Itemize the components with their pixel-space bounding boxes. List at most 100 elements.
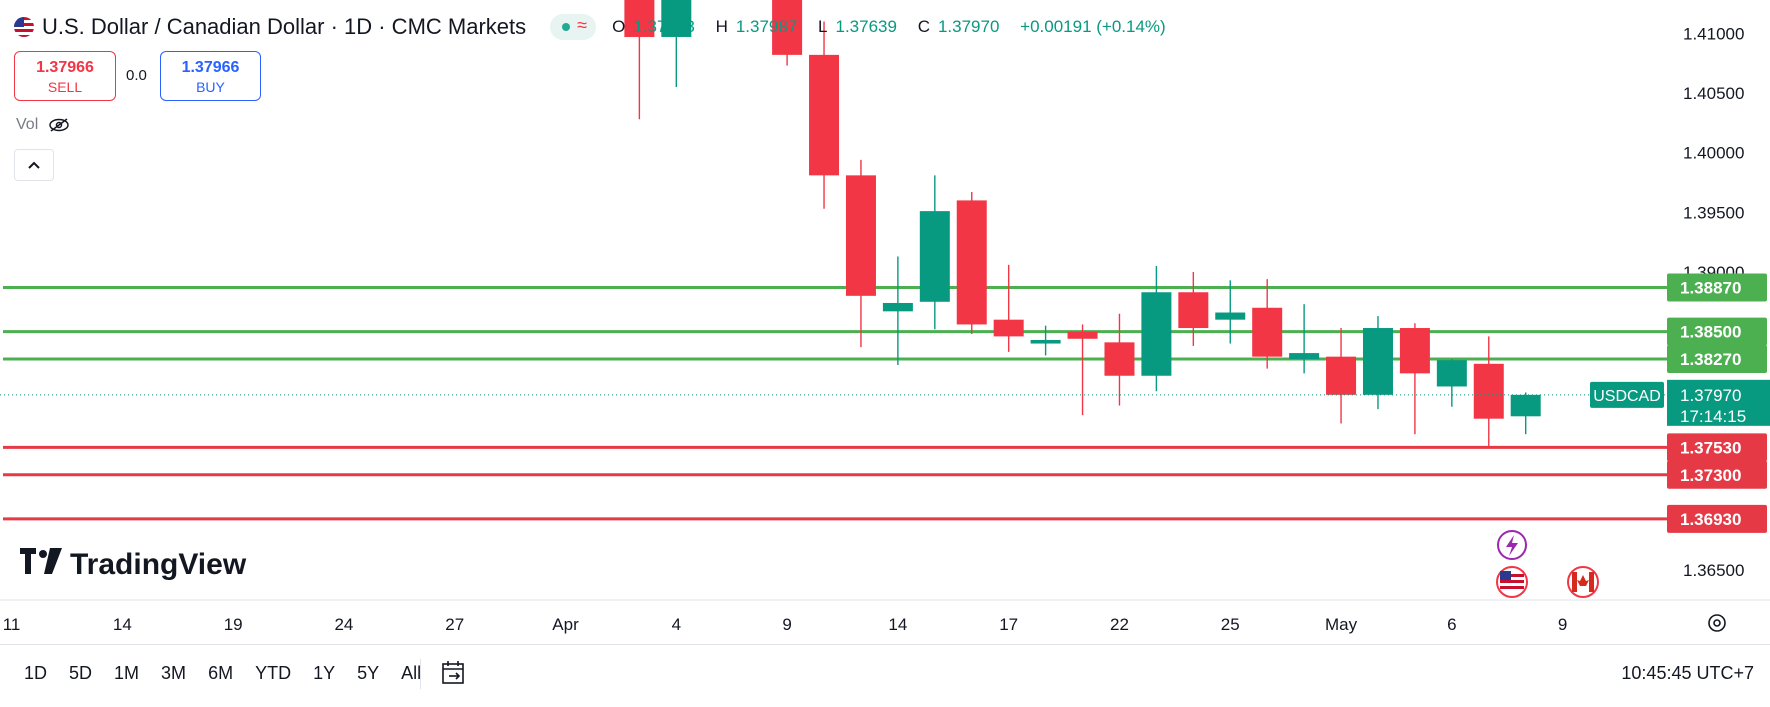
- support-label-bg: [1667, 460, 1767, 489]
- y-tick-label: 1.36500: [1683, 561, 1744, 580]
- data-wave-icon: ≈: [577, 15, 588, 35]
- bottom-toolbar: 1D 5D 1M 3M 6M YTD 1Y 5Y All 10:45:45 UT…: [0, 644, 1770, 707]
- settings-icon[interactable]: [1706, 612, 1728, 634]
- support-label-bg: [1667, 433, 1767, 462]
- resistance-price-label[interactable]: 1.38870: [1680, 278, 1741, 297]
- us-flag-event-icon[interactable]: [1496, 566, 1528, 598]
- resistance-label-bg: [1667, 273, 1767, 302]
- market-open-dot-icon: [562, 23, 571, 31]
- candle[interactable]: [882, 256, 913, 366]
- support-price-label[interactable]: 1.36930: [1680, 510, 1741, 529]
- calendar-goto-icon[interactable]: [440, 659, 468, 687]
- x-tick-label: 14: [888, 615, 907, 634]
- candle[interactable]: [1104, 313, 1135, 406]
- candle[interactable]: [1252, 279, 1283, 369]
- y-tick-label: 1.41000: [1683, 24, 1744, 43]
- event-markers[interactable]: [1496, 530, 1599, 598]
- collapse-button[interactable]: [14, 149, 54, 181]
- candle-body: [1510, 394, 1541, 417]
- candle-body: [1436, 360, 1467, 387]
- range-ytd[interactable]: YTD: [255, 663, 292, 683]
- candle[interactable]: [1178, 271, 1209, 346]
- buy-button[interactable]: 1.37966 BUY: [160, 51, 261, 101]
- candle-body: [1178, 292, 1209, 329]
- price-chart[interactable]: USDCAD 1.37970 17:14:15 1.41000 1.40500 1.40…: [0, 0, 1770, 644]
- volume-label: Vol: [16, 116, 39, 133]
- range-1y[interactable]: 1Y: [313, 663, 336, 683]
- support-price-label[interactable]: 1.37300: [1680, 466, 1741, 485]
- sell-label: SELL: [47, 79, 83, 95]
- x-tick-label: 14: [113, 615, 132, 634]
- symbol-title[interactable]: U.S. Dollar / Canadian Dollar · 1D · CMC…: [42, 14, 527, 39]
- candle[interactable]: [1399, 323, 1430, 435]
- candle-body: [1326, 356, 1357, 395]
- open-label: O: [612, 17, 626, 36]
- candle-body: [1473, 363, 1504, 419]
- x-tick-label: 24: [334, 615, 353, 634]
- candle[interactable]: [1067, 324, 1098, 416]
- candle[interactable]: [772, 0, 803, 66]
- candle[interactable]: [1510, 392, 1541, 435]
- candle[interactable]: [1473, 336, 1504, 448]
- ca-flag-event-icon[interactable]: [1567, 566, 1599, 598]
- y-tick-label: 1.39500: [1683, 203, 1744, 222]
- range-selector: 1D 5D 1M 3M 6M YTD 1Y 5Y All: [24, 663, 443, 684]
- candle[interactable]: [809, 21, 840, 209]
- candle[interactable]: [845, 159, 876, 348]
- resistance-price-label[interactable]: 1.38270: [1680, 350, 1741, 369]
- candle[interactable]: [1289, 304, 1320, 374]
- range-5d[interactable]: 5D: [69, 663, 93, 683]
- candle[interactable]: [993, 264, 1024, 352]
- candle-body: [624, 0, 655, 37]
- candle[interactable]: [1215, 280, 1246, 344]
- support-price-label[interactable]: 1.37530: [1680, 438, 1741, 457]
- candle[interactable]: [624, 0, 655, 120]
- candle[interactable]: [1141, 266, 1172, 392]
- candle[interactable]: [1030, 325, 1061, 356]
- x-tick-label: 17: [999, 615, 1018, 634]
- candle-body: [772, 0, 803, 55]
- sell-button[interactable]: 1.37966 SELL: [14, 51, 116, 101]
- tradingview-mark-icon: [20, 548, 62, 582]
- resistance-label-bg: [1667, 345, 1767, 374]
- candle[interactable]: [919, 175, 950, 330]
- support-label-bg: [1667, 504, 1767, 533]
- range-5y[interactable]: 5Y: [357, 663, 380, 683]
- x-tick-label: 11: [3, 615, 21, 634]
- range-1d[interactable]: 1D: [24, 663, 48, 683]
- close-value: 1.37970: [937, 17, 1000, 36]
- candle[interactable]: [1362, 316, 1393, 410]
- symbol-tag[interactable]: USDCAD: [1593, 388, 1661, 405]
- x-tick-label: 19: [224, 615, 243, 634]
- candle[interactable]: [661, 0, 692, 88]
- range-all[interactable]: All: [401, 663, 422, 683]
- candle-body: [1362, 328, 1393, 395]
- x-tick-label: 4: [672, 615, 681, 634]
- eye-off-icon[interactable]: [48, 118, 70, 132]
- lightning-event-icon[interactable]: [1497, 530, 1527, 560]
- y-tick-label: 1.40500: [1683, 84, 1744, 103]
- toolbar-divider: [420, 659, 421, 689]
- high-label: H: [715, 17, 728, 36]
- candle-body: [1289, 353, 1320, 360]
- candle-body: [809, 54, 840, 176]
- brand-name: TradingView: [70, 548, 247, 581]
- candle[interactable]: [1436, 359, 1467, 407]
- candle-body: [919, 211, 950, 302]
- range-6m[interactable]: 6M: [208, 663, 234, 683]
- candle[interactable]: [956, 192, 987, 334]
- range-1m[interactable]: 1M: [114, 663, 140, 683]
- clock-timezone[interactable]: 10:45:45 UTC+7: [1621, 663, 1754, 683]
- last-price-label[interactable]: 1.37970: [1680, 386, 1741, 405]
- tradingview-logo[interactable]: TradingView: [20, 548, 246, 582]
- sell-price: 1.37966: [36, 59, 94, 76]
- volume-indicator[interactable]: Vol: [16, 116, 70, 134]
- candle-body: [993, 319, 1024, 337]
- resistance-price-label[interactable]: 1.38500: [1680, 323, 1741, 342]
- x-tick-label: 9: [1558, 615, 1567, 634]
- range-3m[interactable]: 3M: [161, 663, 187, 683]
- market-status-pill[interactable]: ≈: [550, 14, 597, 40]
- candle[interactable]: [1326, 328, 1357, 424]
- chevron-up-icon: [28, 161, 40, 169]
- spread-value: 0.0: [126, 67, 147, 84]
